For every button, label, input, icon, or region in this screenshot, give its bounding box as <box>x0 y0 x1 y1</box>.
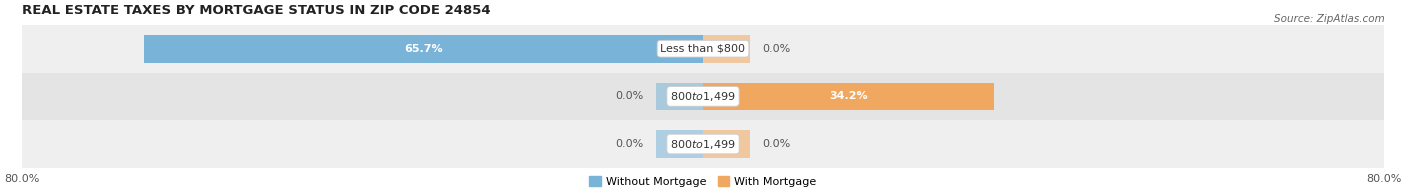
Bar <box>703 83 994 110</box>
Text: 0.0%: 0.0% <box>762 44 790 54</box>
Text: REAL ESTATE TAXES BY MORTGAGE STATUS IN ZIP CODE 24854: REAL ESTATE TAXES BY MORTGAGE STATUS IN … <box>22 4 491 17</box>
Text: Less than $800: Less than $800 <box>661 44 745 54</box>
Bar <box>657 130 703 158</box>
Text: Source: ZipAtlas.com: Source: ZipAtlas.com <box>1274 14 1385 24</box>
Bar <box>22 25 1384 73</box>
Text: 0.0%: 0.0% <box>616 91 644 101</box>
Legend: Without Mortgage, With Mortgage: Without Mortgage, With Mortgage <box>585 172 821 191</box>
Bar <box>143 35 703 63</box>
Bar <box>657 83 703 110</box>
Bar <box>703 130 749 158</box>
Text: 65.7%: 65.7% <box>404 44 443 54</box>
Text: $800 to $1,499: $800 to $1,499 <box>671 138 735 151</box>
Bar <box>22 120 1384 168</box>
Text: 34.2%: 34.2% <box>830 91 868 101</box>
Text: 0.0%: 0.0% <box>762 139 790 149</box>
Bar <box>22 73 1384 120</box>
Text: 0.0%: 0.0% <box>616 139 644 149</box>
Text: $800 to $1,499: $800 to $1,499 <box>671 90 735 103</box>
Bar <box>703 35 749 63</box>
